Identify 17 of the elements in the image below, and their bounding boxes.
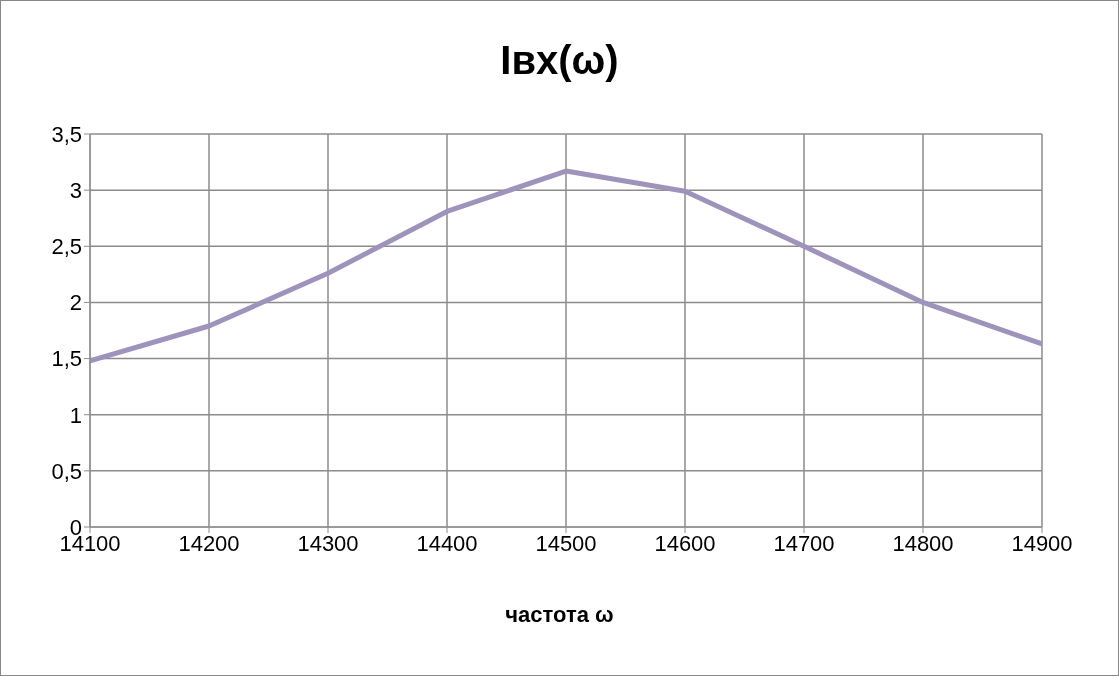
y-tick-label: 0,5 bbox=[51, 458, 82, 484]
y-tick-label: 2 bbox=[69, 290, 82, 316]
x-tick-label: 14200 bbox=[178, 530, 240, 556]
x-tick-label: 14500 bbox=[535, 530, 597, 556]
x-axis-title: частота ω bbox=[504, 602, 615, 628]
x-tick-label: 14800 bbox=[892, 530, 954, 556]
x-tick-label: 14600 bbox=[654, 530, 716, 556]
y-tick-label: 2,5 bbox=[51, 234, 82, 260]
x-tick-label: 14900 bbox=[1011, 530, 1073, 556]
y-tick-label: 1 bbox=[69, 402, 82, 428]
x-tick-label: 14300 bbox=[297, 530, 359, 556]
chart-title: Iвх(ω) bbox=[499, 38, 620, 83]
y-tick-label: 3 bbox=[69, 177, 82, 203]
x-tick-label: 14700 bbox=[773, 530, 835, 556]
y-tick-label: 1,5 bbox=[51, 346, 82, 372]
x-tick-label: 14400 bbox=[416, 530, 478, 556]
y-tick-label: 3,5 bbox=[51, 121, 82, 147]
